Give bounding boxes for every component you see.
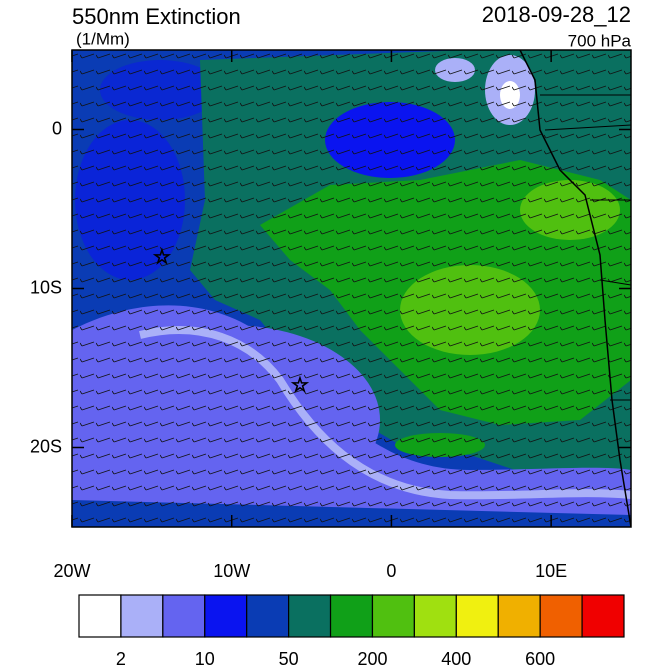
title: 550nm Extinction xyxy=(72,4,241,29)
colorbar-label: 10 xyxy=(195,649,215,667)
colorbar-box xyxy=(162,594,206,638)
colorbar-box xyxy=(288,594,332,638)
level: 700 hPa xyxy=(568,31,632,50)
y-tick-label: 10S xyxy=(30,277,62,297)
colorbar-box xyxy=(204,594,248,638)
colorbar-box xyxy=(120,594,164,638)
colorbar-label: 50 xyxy=(279,649,299,667)
colorbar-box xyxy=(581,594,625,638)
colorbar-label: 200 xyxy=(357,649,387,667)
map-field: ☆ ☆ xyxy=(72,50,631,527)
svg-text:☆: ☆ xyxy=(153,246,171,268)
x-tick-label: 20W xyxy=(53,561,90,581)
time: 2018-09-28_12 xyxy=(482,2,631,27)
colorbar-box xyxy=(371,594,415,638)
colorbar-box xyxy=(539,594,583,638)
colorbar-box xyxy=(497,594,541,638)
colorbar-label: 2 xyxy=(116,649,126,667)
y-tick-label: 0 xyxy=(52,118,62,138)
colorbar-label: 600 xyxy=(525,649,555,667)
colorbar-box xyxy=(329,594,374,638)
y-tick-label: 20S xyxy=(30,436,62,456)
x-tick-label: 10E xyxy=(535,561,567,581)
x-tick-label: 10W xyxy=(213,561,250,581)
colorbar-box xyxy=(455,594,499,638)
colorbar-box xyxy=(246,594,290,638)
colorbar-box xyxy=(413,594,457,638)
x-tick-label: 0 xyxy=(386,561,396,581)
svg-text:☆: ☆ xyxy=(291,374,309,396)
units: (1/Mm) xyxy=(76,29,130,48)
colorbar-label: 400 xyxy=(441,649,471,667)
colorbar-box xyxy=(78,594,122,638)
